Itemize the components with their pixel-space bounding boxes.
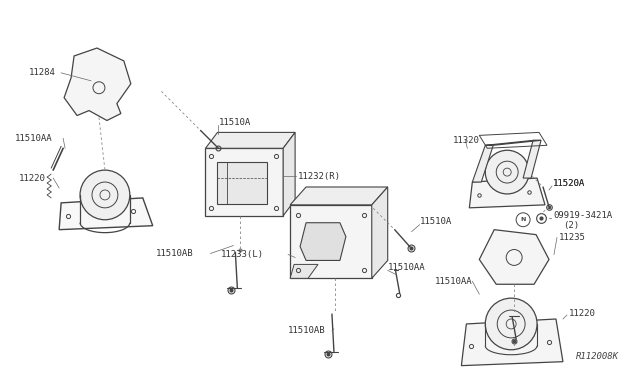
Polygon shape — [205, 132, 295, 148]
Text: (2): (2) — [563, 221, 579, 230]
Circle shape — [485, 150, 529, 194]
Polygon shape — [372, 187, 388, 278]
Text: 11520A: 11520A — [553, 179, 585, 187]
Text: 11510AB: 11510AB — [156, 249, 193, 258]
Polygon shape — [523, 140, 541, 178]
Polygon shape — [64, 48, 131, 121]
Polygon shape — [290, 205, 372, 278]
Text: 09919-3421A: 09919-3421A — [553, 211, 612, 220]
Polygon shape — [283, 132, 295, 216]
Text: R112008K: R112008K — [576, 352, 619, 361]
Polygon shape — [205, 148, 283, 216]
Polygon shape — [485, 140, 541, 145]
Text: 11284: 11284 — [29, 68, 56, 77]
Text: 11510A: 11510A — [218, 118, 251, 127]
Text: 11235: 11235 — [559, 233, 586, 242]
Polygon shape — [300, 223, 346, 260]
Text: 11510AA: 11510AA — [388, 263, 426, 272]
Circle shape — [485, 298, 537, 350]
Polygon shape — [472, 145, 493, 182]
Text: N: N — [520, 217, 526, 222]
Text: 11510AA: 11510AA — [435, 277, 472, 286]
Circle shape — [80, 170, 130, 220]
Polygon shape — [290, 264, 318, 278]
Text: 11220: 11220 — [569, 308, 596, 318]
Polygon shape — [290, 187, 388, 205]
Text: 11220: 11220 — [19, 174, 46, 183]
Text: 11510AA: 11510AA — [15, 134, 53, 143]
Polygon shape — [469, 178, 545, 208]
Text: 11510A: 11510A — [420, 217, 452, 226]
Text: 11233(L): 11233(L) — [220, 250, 264, 259]
Polygon shape — [218, 162, 268, 204]
Text: 11232(R): 11232(R) — [298, 171, 341, 180]
Polygon shape — [59, 198, 153, 230]
Text: 11520A: 11520A — [553, 179, 585, 187]
Text: 11510AB: 11510AB — [288, 326, 326, 336]
Text: 11320: 11320 — [452, 136, 479, 145]
Polygon shape — [479, 230, 549, 284]
Polygon shape — [461, 319, 563, 366]
